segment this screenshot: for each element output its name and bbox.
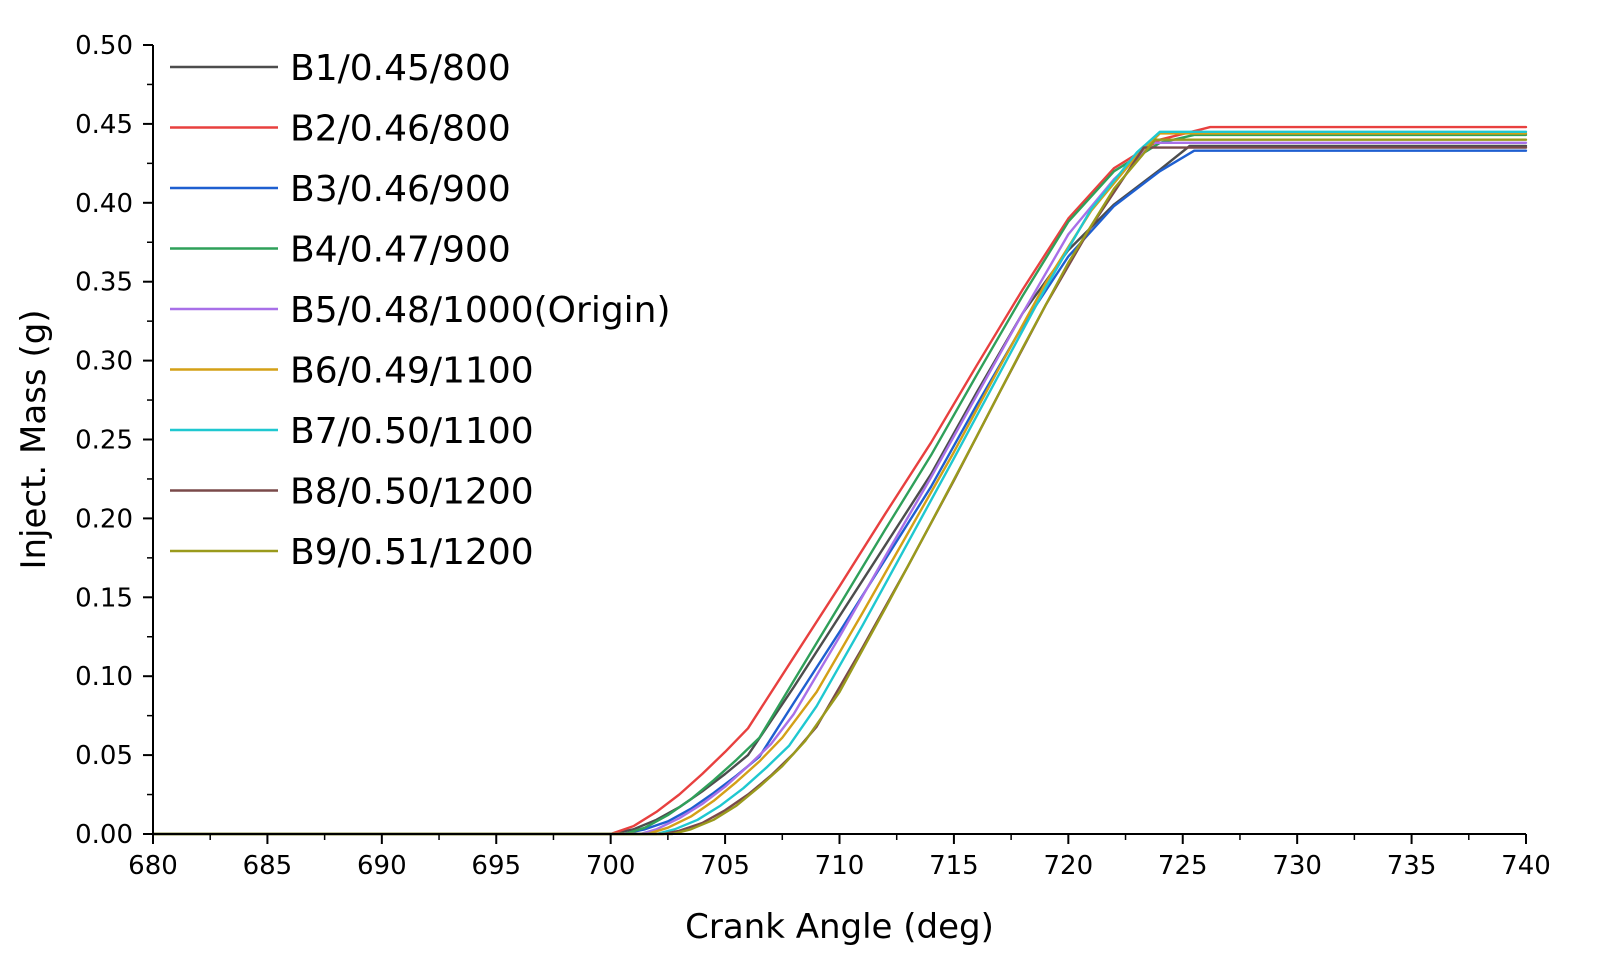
series-line-2 bbox=[151, 125, 1528, 836]
plot-lines bbox=[151, 125, 1528, 836]
x-tick-label: 705 bbox=[700, 851, 750, 881]
series-line-5 bbox=[151, 141, 1528, 836]
x-tick-label: 680 bbox=[128, 851, 178, 881]
legend-label-6: B6/0.49/1100 bbox=[290, 351, 534, 392]
y-tick-label: 0.30 bbox=[75, 347, 133, 377]
y-tick-label: 0.40 bbox=[75, 189, 133, 219]
x-tick-label: 685 bbox=[243, 851, 293, 881]
legend-label-9: B9/0.51/1200 bbox=[290, 532, 534, 573]
x-tick-label: 740 bbox=[1501, 851, 1551, 881]
series-line-1 bbox=[151, 144, 1528, 836]
legend-label-2: B2/0.46/800 bbox=[290, 109, 511, 150]
legend: B1/0.45/800 B2/0.46/800 B3/0.46/900 B4/0.47… bbox=[170, 48, 671, 573]
y-tick-label: 0.10 bbox=[75, 662, 133, 692]
y-tick-label: 0.45 bbox=[75, 110, 133, 140]
series-line-4 bbox=[151, 133, 1528, 836]
legend-label-3: B3/0.46/900 bbox=[290, 169, 511, 210]
x-tick-label: 735 bbox=[1387, 851, 1437, 881]
legend-label-8: B8/0.50/1200 bbox=[290, 472, 534, 513]
x-tick-label: 730 bbox=[1272, 851, 1322, 881]
y-tick-label: 0.35 bbox=[75, 268, 133, 298]
y-tick-label: 0.20 bbox=[75, 504, 133, 534]
x-tick-label: 720 bbox=[1044, 851, 1094, 881]
legend-label-4: B4/0.47/900 bbox=[290, 230, 511, 271]
x-tick-label: 700 bbox=[586, 851, 636, 881]
axes: 680 685 690 695 700 705 710 715 720 725 730 735 740 0… bbox=[75, 31, 1551, 881]
x-tick-label: 690 bbox=[357, 851, 407, 881]
legend-label-1: B1/0.45/800 bbox=[290, 48, 511, 89]
series-line-3 bbox=[151, 149, 1528, 836]
legend-label-7: B7/0.50/1100 bbox=[290, 411, 534, 452]
x-axis-title: Crank Angle (deg) bbox=[685, 907, 994, 947]
y-tick-label: 0.05 bbox=[75, 741, 133, 771]
y-tick-label: 0.50 bbox=[75, 31, 133, 61]
legend-label-5: B5/0.48/1000(Origin) bbox=[290, 290, 671, 331]
y-tick-label: 0.25 bbox=[75, 426, 133, 456]
y-tick-label: 0.15 bbox=[75, 583, 133, 613]
x-tick-label: 695 bbox=[471, 851, 521, 881]
series-line-9 bbox=[151, 138, 1528, 836]
y-axis-title: Inject. Mass (g) bbox=[14, 309, 54, 569]
y-tick-label: 0.00 bbox=[75, 820, 133, 850]
x-tick-label: 725 bbox=[1158, 851, 1208, 881]
x-tick-label: 710 bbox=[815, 851, 865, 881]
series-line-7 bbox=[151, 130, 1528, 836]
x-tick-label: 715 bbox=[929, 851, 979, 881]
